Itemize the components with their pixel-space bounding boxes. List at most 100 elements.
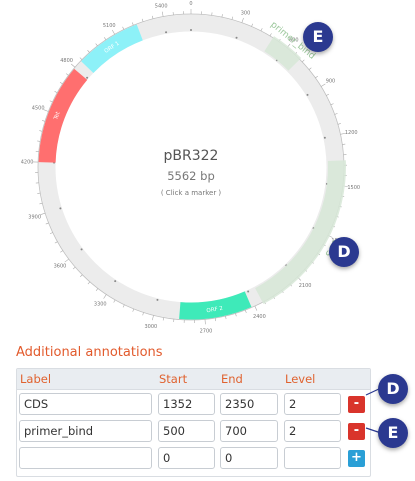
tick-label: 4500 bbox=[32, 106, 45, 112]
scale-tick bbox=[131, 22, 134, 26]
feature-orf-2[interactable] bbox=[179, 291, 252, 320]
scale-tick bbox=[87, 50, 90, 53]
level-input[interactable]: 2 bbox=[284, 420, 341, 442]
tick-label: 4200 bbox=[21, 160, 34, 166]
tick-label: 2400 bbox=[253, 314, 266, 320]
tick-label: 4800 bbox=[60, 58, 73, 64]
scale-tick bbox=[103, 294, 107, 299]
plasmid-map[interactable]: 0300600900120015001800210024002700300033… bbox=[0, 0, 415, 335]
tick-label: 300 bbox=[241, 10, 251, 16]
start-input[interactable]: 1352 bbox=[158, 393, 215, 415]
scale-tick bbox=[39, 130, 43, 132]
scale-tick bbox=[95, 288, 99, 291]
scale-tick bbox=[260, 28, 263, 32]
scale-tick bbox=[225, 316, 227, 320]
scale-tick bbox=[95, 43, 98, 47]
scale-tick bbox=[87, 281, 91, 285]
tick-dot bbox=[235, 36, 238, 39]
scale-tick bbox=[54, 241, 58, 244]
label-input[interactable] bbox=[19, 447, 152, 469]
scale-tick bbox=[65, 73, 69, 76]
feature-label: Tet bbox=[53, 110, 62, 121]
start-input[interactable]: 500 bbox=[158, 420, 215, 442]
scale-tick bbox=[142, 312, 144, 316]
tick-label: 3300 bbox=[94, 302, 107, 308]
feature-orf-1[interactable] bbox=[81, 24, 143, 74]
tick-dot bbox=[59, 207, 62, 210]
level-input[interactable]: 2 bbox=[284, 393, 341, 415]
tick-dot bbox=[165, 31, 168, 34]
start-input[interactable]: 0 bbox=[158, 447, 215, 469]
scale-tick bbox=[315, 75, 318, 79]
scale-tick bbox=[161, 11, 164, 17]
scale-tick bbox=[37, 140, 41, 142]
add-row-button[interactable]: + bbox=[348, 450, 365, 467]
callout-e-map: E bbox=[303, 22, 333, 52]
scale-tick bbox=[308, 67, 312, 70]
tick-dot bbox=[80, 248, 83, 251]
annotations-table: Label Start End Level CDS 1352 2350 2 - … bbox=[16, 368, 371, 477]
tick-dot bbox=[86, 76, 89, 79]
tick-dot bbox=[306, 93, 309, 96]
scale-tick bbox=[244, 309, 247, 313]
scale-tick bbox=[72, 266, 76, 270]
tick-label: 5400 bbox=[155, 4, 168, 10]
tick-dot bbox=[156, 298, 159, 301]
annotation-row: CDS 1352 2350 2 - bbox=[17, 393, 370, 417]
header-level: Level bbox=[285, 372, 316, 386]
end-input[interactable]: 700 bbox=[220, 420, 278, 442]
annotation-arc-cds[interactable] bbox=[255, 160, 346, 304]
annotation-row: primer_bind 500 700 2 - bbox=[17, 420, 370, 444]
scale-tick bbox=[320, 83, 326, 87]
delete-row-button[interactable]: - bbox=[348, 396, 365, 413]
scale-tick bbox=[40, 212, 46, 215]
scale-tick bbox=[54, 91, 58, 94]
annotation-arc-primer-bind[interactable] bbox=[264, 36, 302, 71]
scale-tick bbox=[269, 33, 272, 37]
tick-dot bbox=[114, 280, 117, 283]
scale-tick bbox=[301, 59, 305, 63]
scale-tick bbox=[340, 132, 346, 135]
feature-label: ORF 2 bbox=[206, 306, 223, 315]
header-label: Label bbox=[20, 372, 52, 386]
feature-tet[interactable] bbox=[38, 68, 88, 163]
callout-d-table: D bbox=[378, 374, 408, 404]
scale-tick bbox=[45, 222, 49, 225]
scale-tick bbox=[103, 37, 107, 41]
scale-tick bbox=[337, 123, 341, 125]
scale-tick bbox=[254, 305, 258, 311]
scale-tick bbox=[111, 29, 115, 35]
scale-tick bbox=[79, 57, 83, 60]
end-input[interactable]: 2350 bbox=[220, 393, 278, 415]
scale-tick bbox=[330, 103, 334, 106]
tick-label: 1500 bbox=[347, 185, 360, 191]
tick-label: 1200 bbox=[345, 130, 358, 136]
label-input[interactable]: primer_bind bbox=[19, 420, 152, 442]
tick-label: 900 bbox=[326, 79, 336, 85]
scale-tick bbox=[70, 63, 76, 68]
plasmid-name: pBR322 bbox=[164, 148, 219, 164]
callout-e-table: E bbox=[378, 418, 408, 448]
click-marker-hint: ( Click a marker ) bbox=[161, 189, 222, 197]
scale-tick bbox=[43, 109, 49, 112]
header-start: Start bbox=[159, 372, 188, 386]
scale-tick bbox=[141, 18, 144, 22]
scale-tick bbox=[59, 81, 63, 85]
scale-tick bbox=[151, 15, 154, 19]
scale-tick bbox=[49, 100, 53, 103]
end-input[interactable]: 0 bbox=[220, 447, 278, 469]
level-input[interactable] bbox=[284, 447, 341, 469]
scale-tick bbox=[235, 313, 237, 317]
scale-tick bbox=[241, 17, 244, 23]
scale-tick bbox=[113, 299, 116, 303]
scale-tick bbox=[37, 192, 41, 194]
scale-tick bbox=[162, 317, 164, 321]
additional-annotations-title: Additional annotations bbox=[16, 345, 163, 360]
tick-label: 3000 bbox=[144, 324, 157, 330]
plasmid-size: 5562 bp bbox=[167, 169, 215, 183]
tick-label: 3900 bbox=[28, 215, 41, 221]
scale-tick bbox=[132, 308, 135, 312]
delete-row-button[interactable]: - bbox=[348, 423, 365, 440]
label-input[interactable]: CDS bbox=[19, 393, 152, 415]
scale-tick bbox=[152, 315, 154, 321]
